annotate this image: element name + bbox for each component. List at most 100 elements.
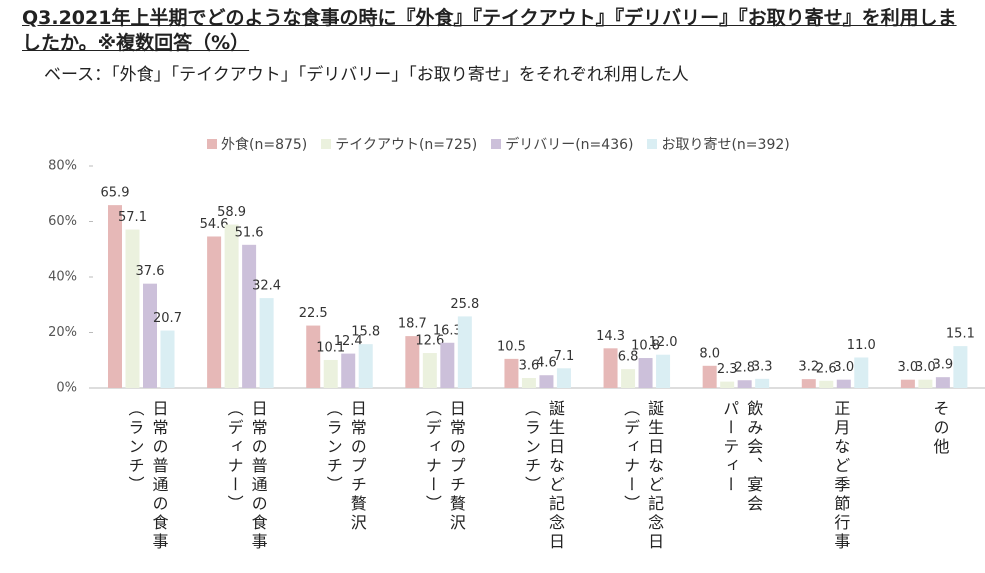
data-label: 10.1: [316, 340, 345, 355]
x-tick-label-line: 正月など季節行事: [831, 400, 851, 552]
bar: [556, 368, 571, 388]
data-label: 14.3: [596, 329, 625, 344]
bar: [457, 316, 472, 388]
bar: [854, 357, 869, 388]
bar: [306, 325, 321, 388]
bar: [259, 298, 274, 388]
data-label: 3.0: [898, 360, 919, 375]
data-label: 54.6: [200, 217, 229, 232]
x-tick-label-line: （ディナー）: [422, 400, 442, 514]
data-label: 18.7: [398, 317, 427, 332]
y-tick-label: 40%: [48, 270, 77, 285]
legend-swatch: [321, 139, 332, 149]
data-label: 20.7: [153, 311, 182, 326]
data-label: 11.0: [847, 338, 876, 353]
bar: [504, 358, 519, 388]
data-label: 12.4: [334, 334, 363, 349]
bar: [638, 358, 653, 388]
data-label: 6.8: [618, 350, 639, 365]
data-label: 65.9: [101, 186, 130, 201]
bar: [125, 229, 140, 388]
bar: [108, 205, 122, 388]
data-label: 2.8: [734, 361, 755, 376]
data-label: 3.0: [833, 360, 854, 375]
data-label: 57.1: [118, 210, 147, 225]
x-tick-label-line: 日常のプチ贅沢: [347, 400, 367, 533]
bar: [143, 283, 157, 388]
bar: [242, 244, 257, 388]
data-label: 58.9: [217, 205, 246, 220]
x-tick-label: 正月など季節行事: [828, 400, 852, 552]
legend-label: テイクアウト(n=725): [335, 137, 478, 153]
data-label: 3.2: [798, 360, 819, 375]
data-label: 16.3: [433, 323, 462, 338]
data-label: 3.3: [752, 359, 773, 374]
bar: [953, 346, 968, 388]
bar: [621, 369, 636, 388]
legend-item: 外食(n=875): [207, 134, 307, 154]
bar: [656, 354, 671, 388]
legend-item: テイクアウト(n=725): [321, 134, 477, 154]
bar: [755, 378, 770, 388]
data-label: 8.0: [699, 346, 720, 361]
x-tick-label-line: 誕生日など記念日: [645, 400, 665, 552]
bar: [935, 377, 950, 388]
bar: [440, 342, 455, 388]
bar: [358, 344, 373, 388]
data-label: 10.5: [497, 339, 526, 354]
data-label: 2.6: [816, 361, 837, 376]
bar: [422, 353, 437, 388]
data-label: 10.8: [631, 339, 660, 354]
data-label: 25.8: [450, 297, 479, 312]
bar: [539, 375, 554, 388]
bar: [737, 380, 752, 388]
bar: [207, 236, 222, 388]
x-tick-label-line: （ランチ）: [125, 400, 145, 495]
legend-swatch: [491, 139, 502, 149]
x-tick-label-line: （ランチ）: [522, 400, 541, 495]
bar: [900, 379, 915, 388]
x-tick-label-line: その他: [930, 400, 950, 457]
bar: [720, 381, 735, 388]
data-label: 12.0: [649, 335, 678, 350]
x-tick-label-line: （ディナー）: [224, 400, 244, 514]
data-label: 2.3: [717, 362, 738, 377]
x-tick-label-line: （ディナー）: [621, 400, 641, 514]
data-label: 4.6: [536, 356, 557, 371]
bar: [801, 379, 816, 388]
chart-subtitle: ベース：「外食」「テイクアウト」「デリバリー」「お取り寄せ」をそれぞれ利用した人: [44, 65, 689, 85]
data-label: 32.4: [252, 279, 281, 294]
x-tick-label: 日常の普通の食事 （ランチ）: [123, 400, 171, 552]
x-tick-label-line: 日常のプチ贅沢: [446, 400, 466, 533]
bar: [405, 336, 420, 388]
x-tick-label-line: 誕生日など記念日: [546, 400, 565, 552]
chart-title: Q3.2021年上半期でどのような食事の時に『外食』『テイクアウト』『デリバリー…: [22, 7, 957, 54]
data-label: 3.9: [933, 358, 954, 373]
x-tick-label: 日常のプチ贅沢 （ディナー）: [420, 400, 468, 533]
x-tick-label: 誕生日など記念日 （ディナー）: [618, 400, 666, 552]
y-tick-label: 80%: [48, 159, 77, 174]
data-label: 3.0: [915, 360, 936, 375]
bar: [918, 379, 933, 388]
x-tick-label-line: パーティー: [720, 400, 740, 495]
bar: [702, 365, 717, 388]
bar: [603, 348, 618, 388]
data-label: 22.5: [299, 306, 328, 321]
legend-label: お取り寄せ(n=392): [661, 137, 790, 153]
x-tick-label: 飲み会、宴会 パーティー: [717, 400, 765, 514]
x-tick-label: 日常の普通の食事 （ディナー）: [222, 400, 270, 552]
legend-item: デリバリー(n=436): [491, 134, 633, 154]
x-tick-label-line: 飲み会、宴会: [744, 400, 764, 514]
data-label: 15.8: [351, 325, 380, 340]
x-tick-label: 日常のプチ贅沢 （ランチ）: [321, 400, 369, 533]
bar: [521, 378, 536, 388]
x-tick-label: その他: [927, 400, 951, 457]
bar: [160, 330, 175, 388]
legend: 外食(n=875) テイクアウト(n=725) デリバリー(n=436) お取り寄せ(…: [207, 134, 790, 154]
bar: [819, 380, 834, 388]
data-label: 37.6: [136, 264, 165, 279]
data-label: 3.6: [519, 359, 540, 374]
legend-item: お取り寄せ(n=392): [647, 134, 790, 154]
